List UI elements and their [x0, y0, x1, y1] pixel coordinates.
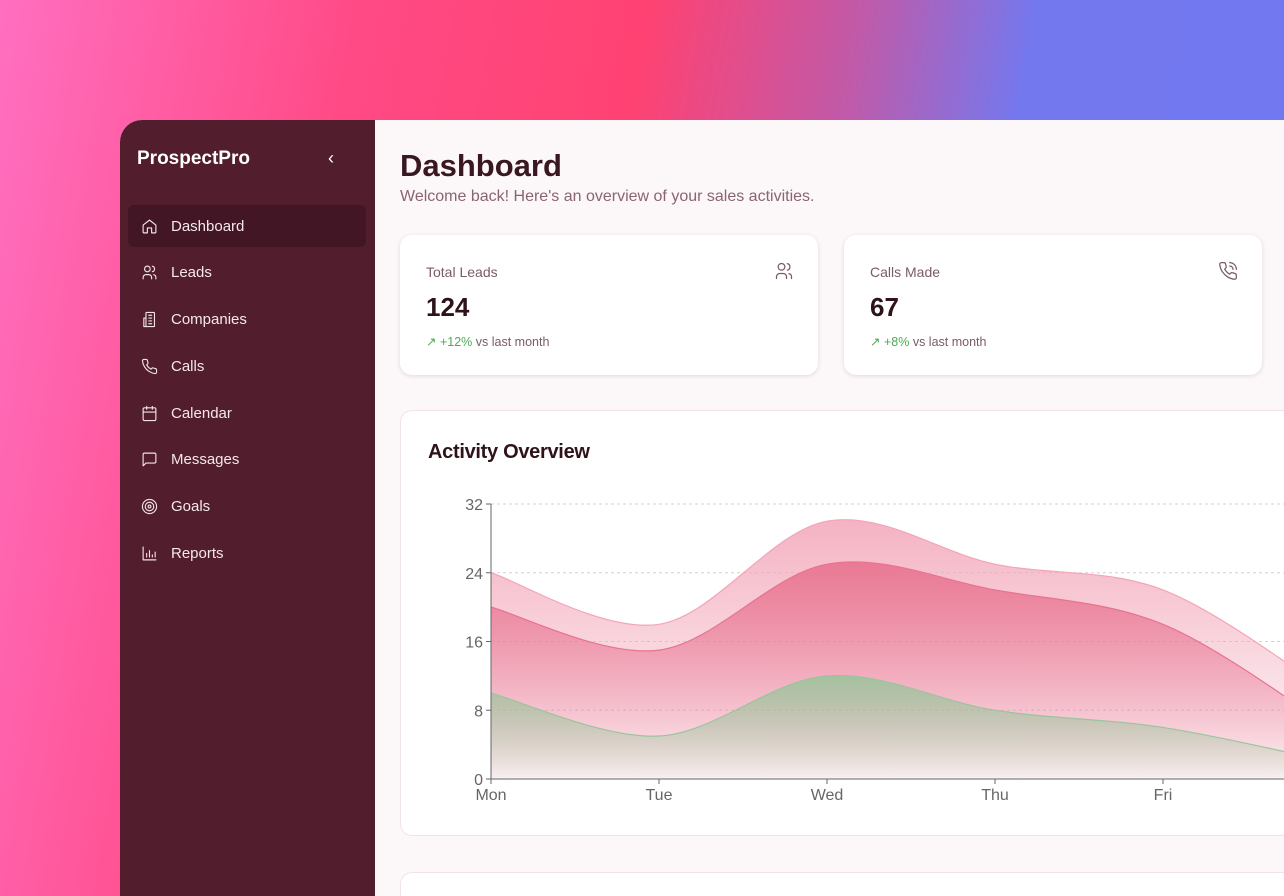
x-tick-label: Wed [811, 787, 844, 804]
message-icon [142, 453, 157, 467]
change-suffix: vs last month [912, 335, 987, 349]
series-line-2 [490, 674, 1284, 753]
series-line-1 [490, 561, 1284, 697]
x-tick-label: Mon [475, 787, 506, 804]
sidebar-item-dashboard[interactable]: Dashboard [128, 205, 366, 247]
page-subtitle: Welcome back! Here's an overview of your… [400, 188, 815, 205]
sidebar-nav: Dashboard Leads Companies Calls Calendar Mess… [128, 205, 366, 579]
stat-change: ↗ +8% vs last month [870, 334, 986, 349]
sidebar-item-companies[interactable]: Companies [128, 299, 366, 341]
sidebar-item-label: Companies [171, 311, 247, 329]
secondary-card [400, 872, 1284, 896]
calendar-icon [142, 405, 157, 421]
series-area-2 [491, 675, 1284, 779]
bar-chart-icon [142, 546, 157, 561]
series-line-0 [490, 519, 1284, 662]
sidebar-item-label: Goals [171, 498, 211, 516]
chart-title: Activity Overview [428, 441, 590, 463]
y-tick-label: 0 [474, 772, 483, 789]
y-tick-label: 8 [474, 703, 483, 720]
activity-chart: 08162432MonTueWedThuFriSat [465, 497, 1284, 804]
collapse-sidebar-button[interactable]: ‹ [328, 148, 334, 169]
phone-icon [141, 358, 158, 374]
brand-logo: ProspectPro [137, 148, 250, 169]
stat-label: Calls Made [870, 264, 941, 280]
sidebar-item-label: Calendar [171, 404, 232, 422]
sidebar-item-leads[interactable]: Leads [128, 252, 366, 294]
phone-call-icon [1219, 262, 1237, 280]
stat-card-calls-made: Calls Made 67 ↗ +8% vs last month [844, 235, 1262, 375]
chevron-left-icon: ‹ [328, 148, 334, 168]
stat-label: Total Leads [426, 264, 498, 280]
x-tick-label: Fri [1154, 787, 1173, 804]
sidebar-item-label: Reports [171, 545, 224, 563]
building-icon [143, 311, 156, 328]
change-percent: +8% [883, 335, 910, 349]
change-suffix: vs last month [475, 335, 550, 349]
sidebar-item-label: Messages [171, 451, 240, 469]
y-tick-label: 16 [465, 635, 483, 652]
stat-value: 67 [870, 292, 899, 322]
stat-value: 124 [426, 292, 470, 322]
sidebar-item-calendar[interactable]: Calendar [128, 392, 366, 434]
sidebar-item-label: Dashboard [171, 217, 245, 235]
sidebar-item-label: Calls [171, 357, 205, 375]
change-percent: +12% [439, 335, 473, 349]
sidebar-item-label: Leads [171, 264, 212, 282]
users-icon [142, 265, 157, 280]
users-icon [775, 262, 793, 280]
page-title: Dashboard [400, 148, 562, 183]
stat-change: ↗ +12% vs last month [426, 334, 549, 349]
target-icon [141, 499, 158, 515]
sidebar-item-messages[interactable]: Messages [128, 439, 366, 481]
y-tick-label: 32 [465, 497, 483, 514]
trend-up-icon: ↗ [426, 335, 440, 349]
home-icon [142, 219, 157, 233]
sidebar-item-reports[interactable]: Reports [128, 533, 366, 575]
x-tick-label: Thu [981, 787, 1009, 804]
stat-card-total-leads: Total Leads 124 ↗ +12% vs last month [400, 235, 818, 375]
y-tick-label: 24 [465, 566, 483, 583]
main-content: Dashboard Welcome back! Here's an overvi… [375, 120, 1284, 896]
sidebar-item-calls[interactable]: Calls [128, 345, 366, 387]
x-tick-label: Tue [646, 787, 673, 804]
sidebar: ProspectPro ‹ Dashboard Leads Companies Cal… [120, 120, 375, 896]
app-window: ProspectPro ‹ Dashboard Leads Companies Cal… [120, 120, 1284, 896]
sidebar-item-goals[interactable]: Goals [128, 486, 366, 528]
trend-up-icon: ↗ [870, 335, 884, 349]
activity-overview-card: Activity Overview 0 8 16 24 32 Mon Tue Wed Thu Fr… [400, 410, 1284, 836]
